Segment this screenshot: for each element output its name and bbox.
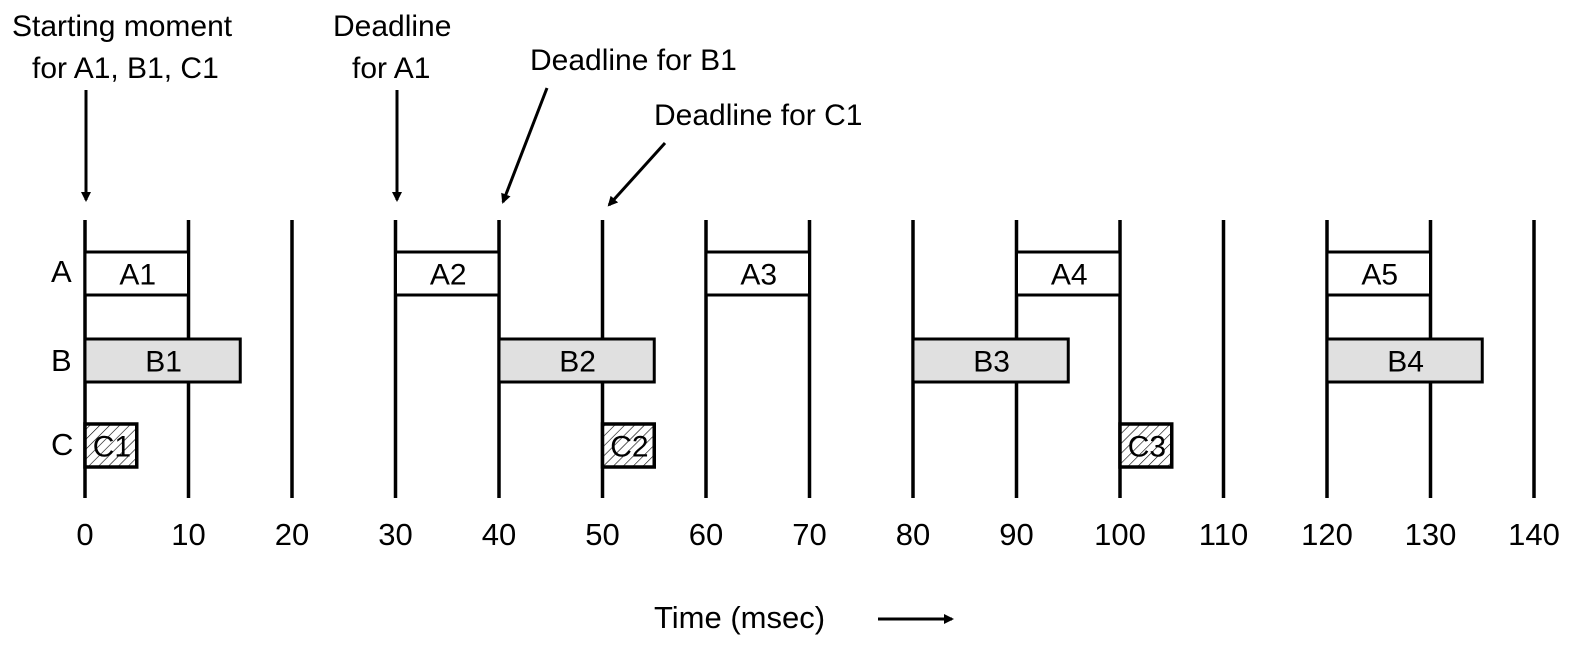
task-label-a3: A3 xyxy=(740,259,777,292)
tick-label-100: 100 xyxy=(1094,517,1146,552)
task-bars: A1 A2 A3 A4 A5 B1 B2 B3 B4 C1 C2 C3 xyxy=(83,250,1484,469)
task-bar-a5 xyxy=(1325,250,1432,297)
task-label-a1: A1 xyxy=(119,259,156,292)
tick-label-130: 130 xyxy=(1405,517,1457,552)
task-bar-b3 xyxy=(911,337,1070,384)
tick-label-50: 50 xyxy=(585,517,619,552)
tick-label-80: 80 xyxy=(896,517,930,552)
time-tick-labels: 0 10 20 30 40 50 60 70 80 90 100 110 120 130 140 xyxy=(76,517,1559,552)
task-bar-c2 xyxy=(600,422,656,469)
task-bar-b1 xyxy=(83,337,242,384)
row-label-c: C xyxy=(51,427,73,462)
task-label-b3: B3 xyxy=(973,346,1010,379)
task-bar-a2 xyxy=(394,250,501,297)
row-label-a: A xyxy=(51,254,72,289)
deadline-b1-annotation: Deadline for B1 xyxy=(530,44,737,77)
task-label-c1: C1 xyxy=(93,431,131,464)
tick-label-120: 120 xyxy=(1301,517,1353,552)
tick-label-30: 30 xyxy=(378,517,412,552)
task-label-b2: B2 xyxy=(559,346,596,379)
task-bar-b2 xyxy=(497,337,656,384)
task-label-c3: C3 xyxy=(1128,431,1166,464)
tick-label-90: 90 xyxy=(999,517,1033,552)
task-bar-a1 xyxy=(83,250,190,297)
deadline-a1-annotation-line1: Deadline xyxy=(333,10,451,43)
task-bar-c3 xyxy=(1118,422,1174,469)
deadline-b1-arrow xyxy=(501,87,549,204)
task-label-c2: C2 xyxy=(610,431,648,464)
tick-label-20: 20 xyxy=(275,517,309,552)
task-bar-a3 xyxy=(704,250,811,297)
tick-label-40: 40 xyxy=(482,517,516,552)
start-annotation-line2: for A1, B1, C1 xyxy=(32,52,219,85)
deadline-c1-annotation: Deadline for C1 xyxy=(654,99,862,132)
row-label-b: B xyxy=(51,343,72,378)
task-bar-b4 xyxy=(1325,337,1484,384)
start-annotation-line1: Starting moment xyxy=(12,10,233,43)
tick-label-10: 10 xyxy=(171,517,205,552)
deadline-c1-arrow xyxy=(607,141,667,207)
tick-label-60: 60 xyxy=(689,517,723,552)
tick-label-140: 140 xyxy=(1508,517,1560,552)
task-label-a4: A4 xyxy=(1051,259,1088,292)
task-label-b4: B4 xyxy=(1387,346,1424,379)
task-label-a2: A2 xyxy=(430,259,467,292)
tick-label-0: 0 xyxy=(76,517,93,552)
tick-label-110: 110 xyxy=(1199,517,1248,552)
time-axis-title: Time (msec) xyxy=(654,600,825,635)
deadline-a1-annotation-line2: for A1 xyxy=(352,52,430,85)
task-bar-a4 xyxy=(1015,250,1122,297)
tick-label-70: 70 xyxy=(792,517,826,552)
task-label-a5: A5 xyxy=(1361,259,1398,292)
task-bar-c1 xyxy=(83,422,139,469)
task-label-b1: B1 xyxy=(145,346,182,379)
